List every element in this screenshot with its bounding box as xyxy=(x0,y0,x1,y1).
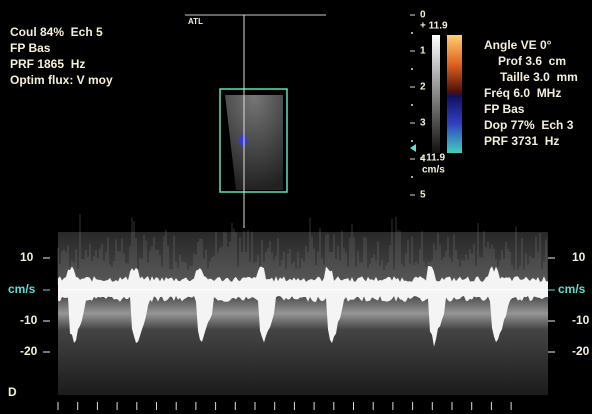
logo: ATL xyxy=(188,17,203,26)
depth-dot xyxy=(411,32,413,34)
color-bar xyxy=(447,35,462,153)
color-scale-top: + 11.9 xyxy=(420,21,448,32)
depth-label: 2 xyxy=(420,82,426,93)
depth-dot xyxy=(411,176,413,178)
doppler-scale-left: -20 xyxy=(20,344,38,358)
left-panel-line: FP Bas xyxy=(10,41,51,55)
depth-dot xyxy=(411,68,413,70)
doppler-mode: D xyxy=(8,385,17,399)
doppler-scale-right: cm/s xyxy=(558,282,586,296)
right-panel-line: FP Bas xyxy=(484,102,525,116)
depth-label: 3 xyxy=(420,118,426,129)
doppler-scale-left: cm/s xyxy=(8,282,36,296)
right-panel-line: Taille 3.0 mm xyxy=(500,70,578,84)
ultrasound-screen: ATL Coul 84% Ech 5 FP Bas PRF 1865 Hz Optim… xyxy=(0,0,592,414)
doppler-scale-left: -10 xyxy=(20,313,38,327)
depth-label: 5 xyxy=(420,190,426,201)
left-panel-line: Coul 84% Ech 5 xyxy=(10,25,103,39)
right-panel-line: PRF 3731 Hz xyxy=(484,134,559,148)
right-panel-line: Angle VE 0° xyxy=(484,38,552,52)
depth-label: 1 xyxy=(420,46,426,57)
left-panel-line: Optim flux: V moy xyxy=(10,73,113,87)
color-scale-bottom: - 11.9 xyxy=(420,153,445,164)
depth-label: 0 xyxy=(420,10,426,21)
depth-dot xyxy=(411,104,413,106)
gray-bar xyxy=(432,35,440,153)
left-panel-line: PRF 1865 Hz xyxy=(10,57,85,71)
doppler-scale-right: 10 xyxy=(572,250,586,264)
doppler-scale-right: -20 xyxy=(572,344,590,358)
right-panel-line: Fréq 6.0 MHz xyxy=(484,86,561,100)
color-scale-unit: cm/s xyxy=(422,165,445,176)
depth-dot xyxy=(411,140,413,142)
doppler-scale-left: 10 xyxy=(20,250,34,264)
right-panel-line: Dop 77% Ech 3 xyxy=(484,118,574,132)
doppler-scale-right: -10 xyxy=(572,313,590,327)
right-panel-line: Prof 3.6 cm xyxy=(498,54,566,68)
